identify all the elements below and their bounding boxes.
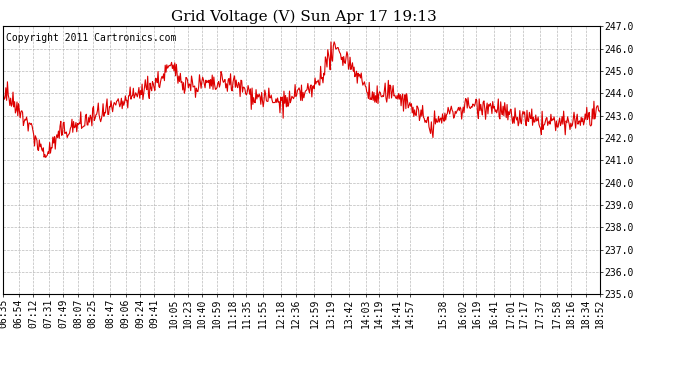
Text: Grid Voltage (V) Sun Apr 17 19:13: Grid Voltage (V) Sun Apr 17 19:13 [170,9,437,24]
Text: Copyright 2011 Cartronics.com: Copyright 2011 Cartronics.com [6,33,177,43]
